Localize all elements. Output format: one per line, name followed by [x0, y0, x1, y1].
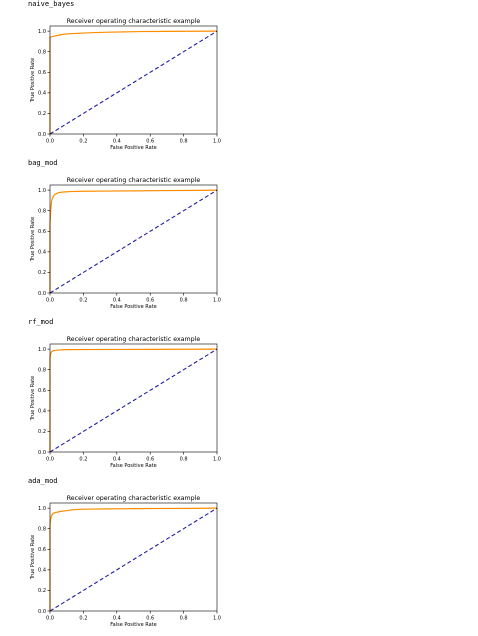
roc-chart: Receiver operating characteristic exampl… — [30, 18, 221, 151]
diagonal-reference-line — [49, 30, 218, 135]
x-tick-label: 0.2 — [79, 298, 87, 304]
x-tick-label: 0.8 — [180, 616, 188, 622]
x-tick-label: 1.0 — [213, 298, 221, 304]
plot-frame — [49, 343, 218, 453]
x-tick-label: 1.0 — [213, 616, 221, 622]
x-axis-label: False Positive Rate — [110, 463, 156, 469]
y-axis-label: True Positive Rate — [30, 376, 36, 422]
y-tick-label: 0.8 — [38, 527, 46, 533]
y-tick-label: 1.0 — [38, 188, 46, 194]
y-tick-label: 0.6 — [38, 70, 46, 76]
y-axis-label: True Positive Rate — [30, 58, 36, 104]
x-tick-label: 0.8 — [180, 457, 188, 463]
chart-title: Receiver operating characteristic exampl… — [67, 18, 201, 25]
plot-frame — [49, 184, 218, 294]
y-tick-label: 1.0 — [38, 347, 46, 353]
x-axis-label: False Positive Rate — [110, 304, 156, 310]
y-axis-label: True Positive Rate — [30, 535, 36, 581]
y-tick-label: 0.4 — [38, 568, 46, 574]
x-tick-label: 0.2 — [79, 457, 87, 463]
y-tick-label: 0.4 — [38, 91, 46, 97]
x-tick-label: 0.8 — [180, 139, 188, 145]
roc-chart: Receiver operating characteristic exampl… — [30, 495, 221, 628]
y-tick-label: 0.2 — [38, 111, 46, 117]
y-tick-label: 0.4 — [38, 409, 46, 415]
chart-title: Receiver operating characteristic exampl… — [67, 336, 201, 343]
y-tick-label: 0.4 — [38, 250, 46, 256]
y-tick-label: 0.2 — [38, 429, 46, 435]
roc-curve-line — [49, 30, 218, 134]
roc-block-bag-mod: bag_mod Receiver operating characteristi… — [0, 159, 478, 318]
chart-title: Receiver operating characteristic exampl… — [67, 495, 201, 502]
y-tick-label: 0.6 — [38, 229, 46, 235]
x-tick-label: 0.0 — [46, 139, 54, 145]
roc-curve-line — [49, 189, 218, 293]
roc-block-ada-mod: ada_mod Receiver operating characteristi… — [0, 477, 478, 636]
y-tick-label: 0.2 — [38, 588, 46, 594]
x-tick-label: 0.8 — [180, 298, 188, 304]
model-name-label: ada_mod — [28, 477, 58, 485]
y-tick-label: 0.8 — [38, 209, 46, 215]
x-tick-label: 0.6 — [146, 298, 154, 304]
model-name-label: naive_bayes — [28, 0, 75, 8]
y-tick-label: 1.0 — [38, 29, 46, 35]
y-tick-label: 0.0 — [38, 291, 46, 297]
diagonal-reference-line — [49, 507, 218, 612]
y-tick-label: 0.8 — [38, 50, 46, 56]
plot-frame — [49, 502, 218, 612]
x-tick-label: 0.4 — [113, 298, 121, 304]
x-tick-label: 0.0 — [46, 616, 54, 622]
x-axis-label: False Positive Rate — [110, 145, 156, 151]
diagonal-reference-line — [49, 189, 218, 294]
model-name-label: rf_mod — [28, 318, 54, 326]
diagonal-reference-line — [49, 348, 218, 453]
x-tick-label: 0.2 — [79, 616, 87, 622]
y-tick-label: 0.0 — [38, 450, 46, 456]
x-tick-label: 0.4 — [113, 616, 121, 622]
x-tick-label: 0.4 — [113, 139, 121, 145]
y-tick-label: 0.0 — [38, 609, 46, 615]
x-tick-label: 0.0 — [46, 457, 54, 463]
roc-chart: Receiver operating characteristic exampl… — [30, 336, 221, 469]
roc-curve-line — [49, 507, 218, 611]
roc-block-naive-bayes: naive_bayes Receiver operating character… — [0, 0, 478, 159]
x-tick-label: 0.4 — [113, 457, 121, 463]
y-tick-label: 0.2 — [38, 270, 46, 276]
y-tick-label: 0.8 — [38, 368, 46, 374]
x-tick-label: 1.0 — [213, 457, 221, 463]
x-axis-label: False Positive Rate — [110, 622, 156, 628]
x-tick-label: 0.6 — [146, 139, 154, 145]
y-tick-label: 0.6 — [38, 547, 46, 553]
y-axis-label: True Positive Rate — [30, 217, 36, 263]
x-tick-label: 1.0 — [213, 139, 221, 145]
roc-chart: Receiver operating characteristic exampl… — [30, 177, 221, 310]
x-tick-label: 0.0 — [46, 298, 54, 304]
plot-frame — [49, 25, 218, 135]
roc-curve-line — [49, 348, 218, 452]
chart-title: Receiver operating characteristic exampl… — [67, 177, 201, 184]
x-tick-label: 0.2 — [79, 139, 87, 145]
y-tick-label: 0.0 — [38, 132, 46, 138]
y-tick-label: 1.0 — [38, 506, 46, 512]
x-tick-label: 0.6 — [146, 457, 154, 463]
x-tick-label: 0.6 — [146, 616, 154, 622]
y-tick-label: 0.6 — [38, 388, 46, 394]
model-name-label: bag_mod — [28, 159, 58, 167]
roc-block-rf-mod: rf_mod Receiver operating characteristic… — [0, 318, 478, 477]
